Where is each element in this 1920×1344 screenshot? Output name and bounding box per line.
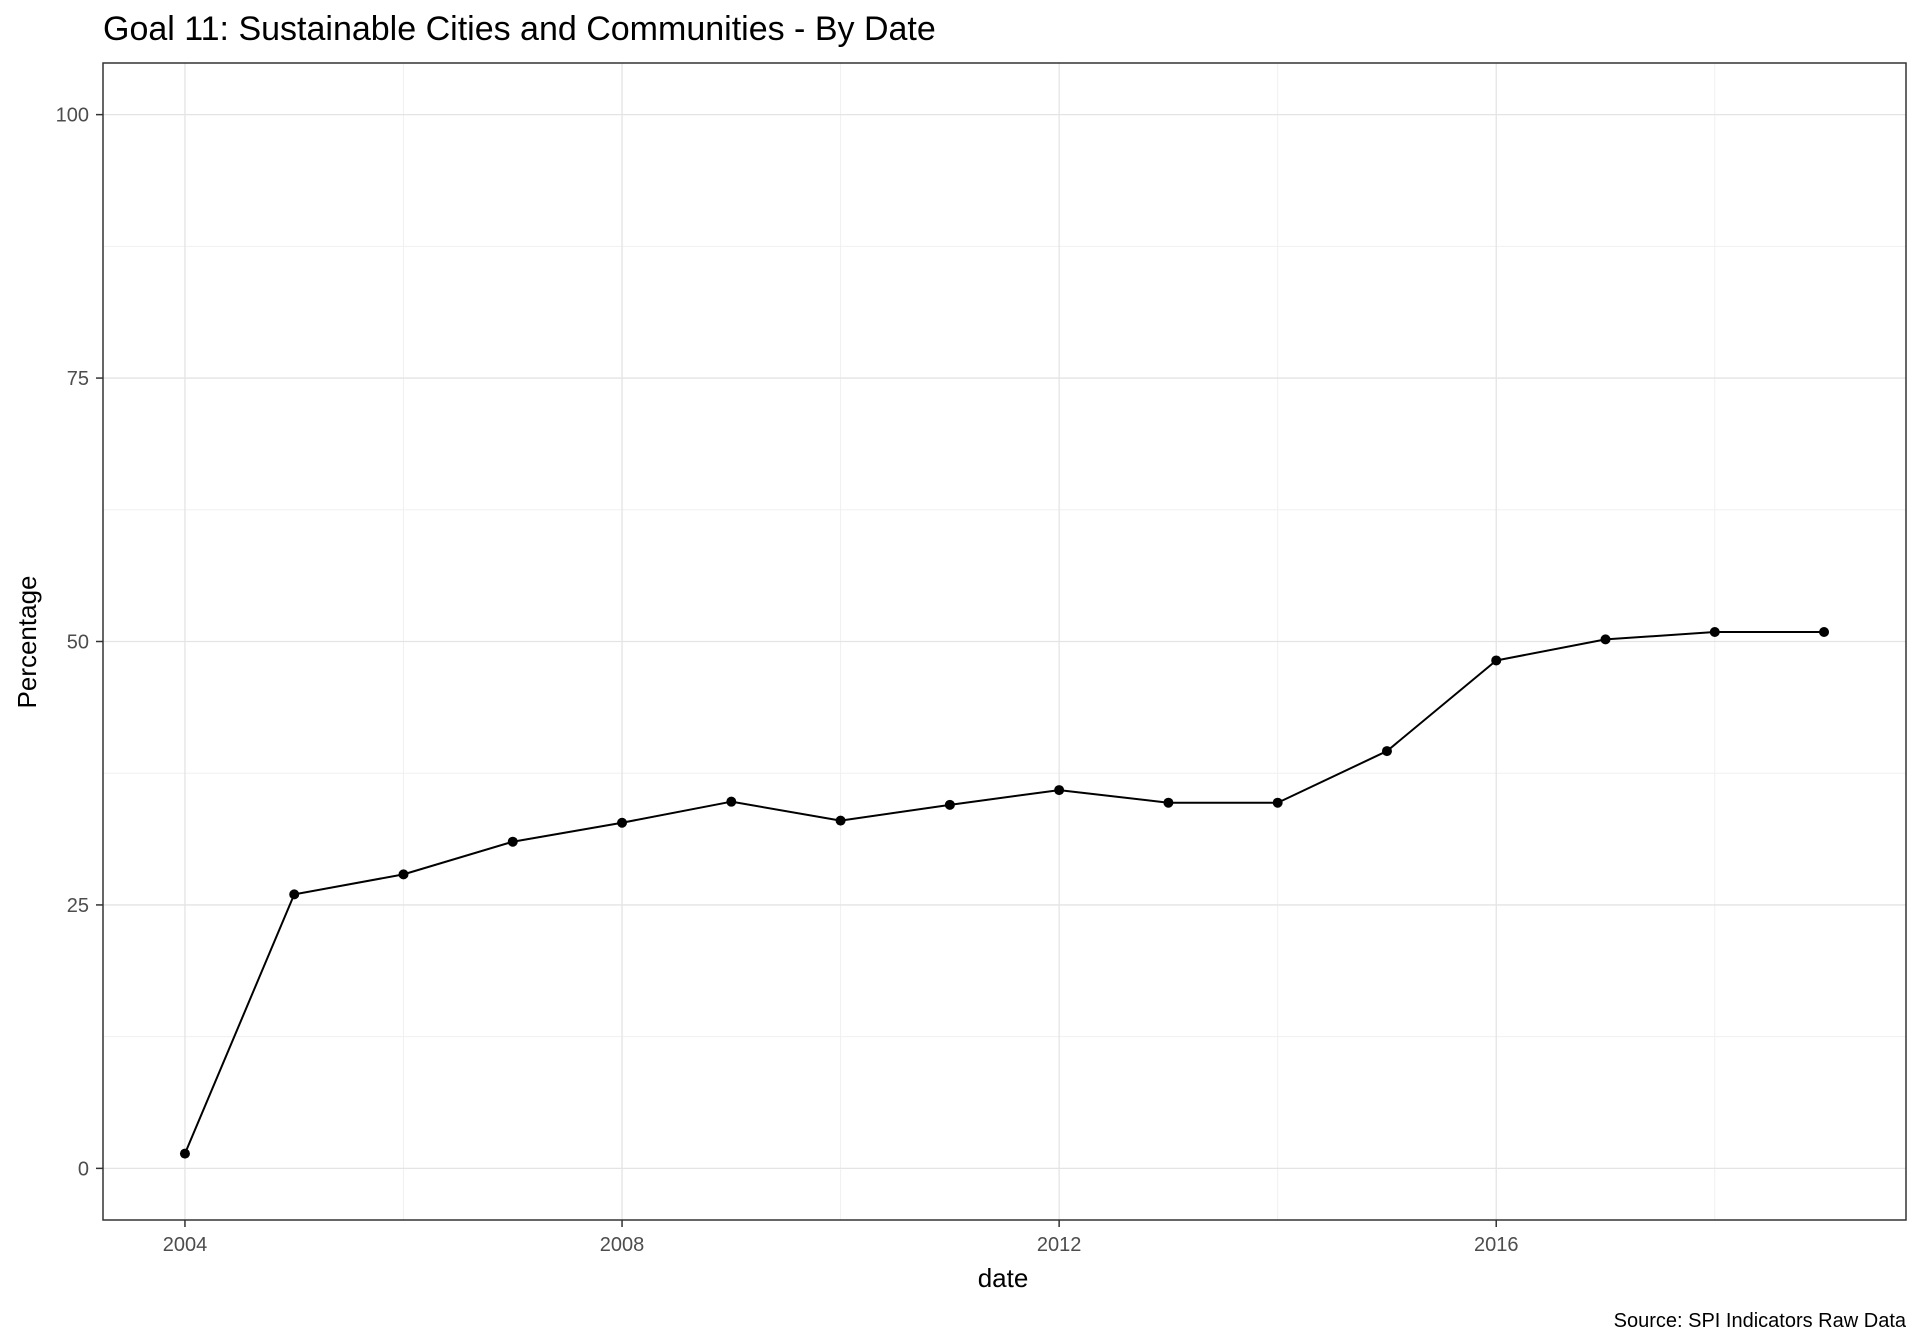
chart-caption: Source: SPI Indicators Raw Data: [1614, 1310, 1907, 1332]
x-axis-title: date: [978, 1263, 1029, 1293]
y-axis-title: Percentage: [12, 576, 42, 709]
y-tick-label: 25: [67, 895, 89, 917]
series-layer: [179, 627, 1830, 1159]
x-axis: 2004 2008 2012 2016: [163, 1220, 1519, 1256]
data-point: [617, 817, 628, 828]
data-point: [1272, 797, 1283, 808]
data-point: [726, 796, 737, 807]
major-gridlines: [103, 63, 1906, 1220]
data-point: [289, 889, 300, 900]
y-tick-label: 50: [67, 632, 89, 654]
data-point: [1491, 655, 1502, 666]
x-tick-label: 2008: [600, 1234, 645, 1256]
minor-gridlines: [103, 63, 1906, 1220]
x-tick-label: 2004: [163, 1234, 208, 1256]
data-point: [1381, 746, 1392, 757]
y-axis: 0 25 50 75 100: [56, 105, 103, 1180]
data-point: [835, 815, 846, 826]
x-tick-label: 2012: [1037, 1234, 1082, 1256]
y-tick-label: 75: [67, 368, 89, 390]
data-point: [1819, 627, 1830, 638]
data-point: [507, 836, 518, 847]
data-point: [179, 1148, 190, 1159]
y-tick-label: 0: [78, 1158, 89, 1180]
x-tick-label: 2016: [1474, 1234, 1519, 1256]
data-point: [398, 869, 409, 880]
series-line: [184, 631, 1825, 1154]
data-point: [1054, 785, 1065, 796]
data-point: [1600, 634, 1611, 645]
y-tick-label: 100: [56, 105, 89, 127]
data-point: [1709, 627, 1720, 638]
data-point: [944, 799, 955, 810]
data-point: [1163, 797, 1174, 808]
chart-title: Goal 11: Sustainable Cities and Communit…: [103, 10, 936, 48]
